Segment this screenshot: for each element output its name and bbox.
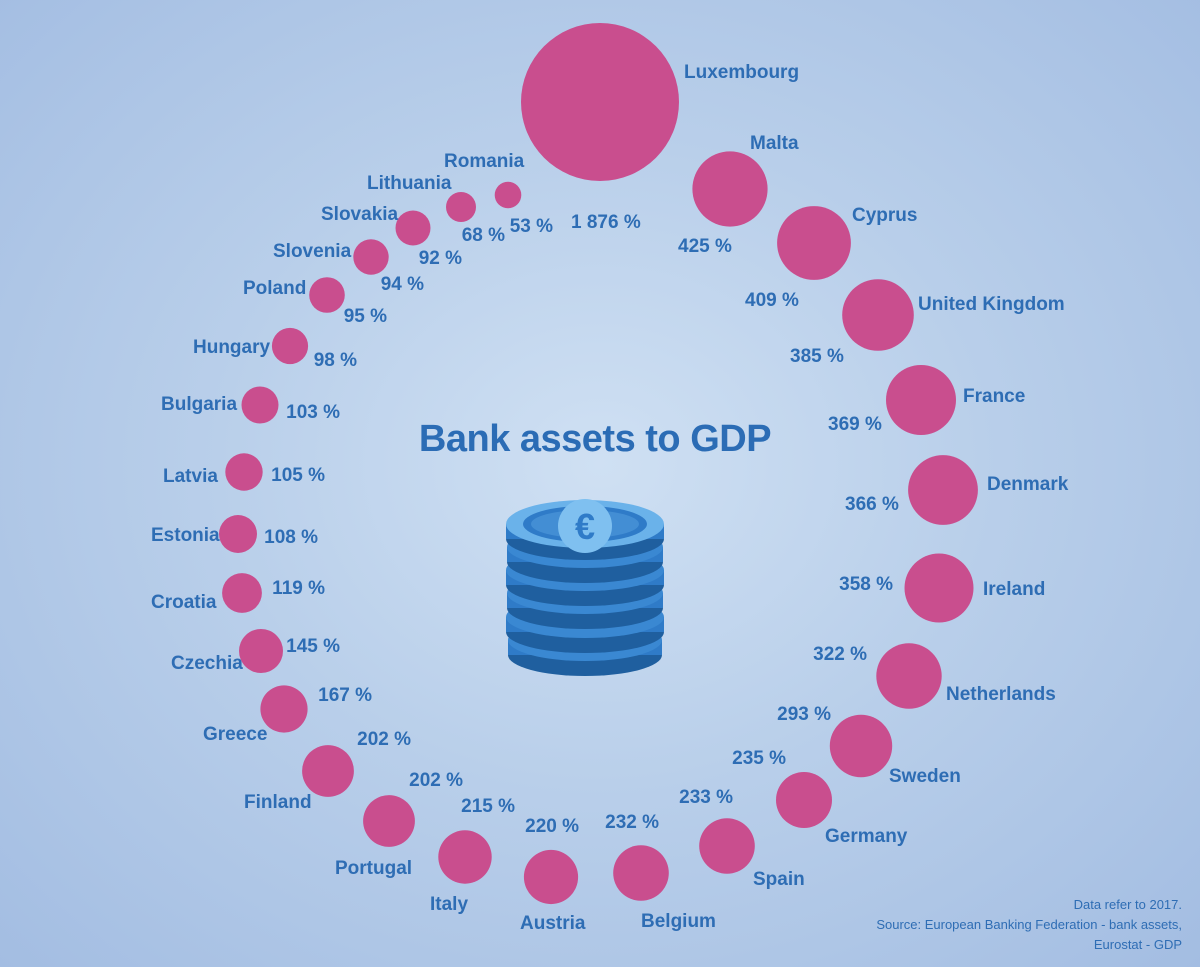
value-label: 220 % [525, 816, 579, 837]
country-label: Ireland [983, 579, 1045, 600]
footnote-source-2: Eurostat - GDP [1093, 937, 1182, 952]
value-label: 358 % [839, 574, 893, 595]
bubble-hungary [271, 327, 309, 365]
country-label: Latvia [163, 466, 218, 487]
bubble-malta [692, 151, 768, 227]
bubble-sweden [829, 714, 893, 778]
value-label: 68 % [462, 225, 505, 246]
bubble-slovakia [395, 210, 431, 246]
country-label: Finland [244, 792, 312, 813]
value-label: 385 % [790, 346, 844, 367]
value-label: 425 % [678, 236, 732, 257]
bubble-greece [260, 685, 308, 733]
bubble-cyprus [777, 206, 851, 280]
value-label: 202 % [357, 729, 411, 750]
value-label: 94 % [381, 274, 424, 295]
country-label: Estonia [151, 525, 220, 546]
bubble-austria [523, 849, 579, 905]
country-label: Italy [430, 894, 468, 915]
bubble-denmark [908, 455, 978, 525]
footnote-year: Data refer to 2017. [1073, 897, 1182, 912]
bubble-united-kingdom [842, 279, 914, 351]
country-label: Portugal [335, 858, 412, 879]
bubble-belgium [613, 845, 669, 901]
country-label: Lithuania [367, 173, 452, 194]
country-label: France [963, 386, 1025, 407]
value-label: 366 % [845, 494, 899, 515]
value-label: 232 % [605, 812, 659, 833]
bubble-estonia [219, 515, 257, 553]
bubble-spain [699, 818, 755, 874]
bubble-croatia [222, 573, 262, 613]
country-label: Austria [520, 913, 586, 934]
bubble-slovenia [353, 239, 389, 275]
bubble-luxembourg [521, 23, 679, 181]
value-label: 293 % [777, 704, 831, 725]
country-label: Spain [753, 869, 805, 890]
value-label: 145 % [286, 636, 340, 657]
value-label: 202 % [409, 770, 463, 791]
country-label: Cyprus [852, 205, 917, 226]
value-label: 322 % [813, 644, 867, 665]
value-label: 98 % [314, 350, 357, 371]
value-label: 167 % [318, 685, 372, 706]
country-label: Netherlands [946, 684, 1056, 705]
bubble-germany [776, 772, 832, 828]
value-label: 95 % [344, 306, 387, 327]
country-label: Bulgaria [161, 394, 237, 415]
bubble-netherlands [876, 643, 942, 709]
bubble-portugal [363, 795, 415, 847]
value-label: 369 % [828, 414, 882, 435]
value-label: 215 % [461, 796, 515, 817]
country-label: Belgium [641, 911, 716, 932]
country-label: Luxembourg [684, 62, 799, 83]
country-label: Hungary [193, 337, 271, 358]
value-label: 1 876 % [571, 212, 641, 233]
country-label: Croatia [151, 592, 217, 613]
bubble-finland [302, 745, 354, 797]
chart-title: Bank assets to GDP [418, 418, 772, 460]
value-label: 235 % [732, 748, 786, 769]
country-label: Czechia [171, 653, 243, 674]
footnote: Data refer to 2017. Source: European Ban… [876, 895, 1182, 955]
value-label: 119 % [272, 578, 325, 599]
bubble-italy [438, 830, 492, 884]
country-label: Slovenia [273, 241, 352, 262]
country-label: Sweden [889, 766, 961, 787]
value-label: 409 % [745, 290, 799, 311]
bubble-latvia [225, 453, 263, 491]
footnote-source: Source: European Banking Federation - ba… [876, 917, 1182, 932]
country-label: Poland [243, 278, 306, 299]
value-label: 233 % [679, 787, 733, 808]
country-label: United Kingdom [918, 294, 1065, 315]
value-label: 53 % [510, 216, 553, 237]
value-label: 92 % [419, 248, 462, 269]
value-label: 105 % [271, 465, 325, 486]
value-label: 103 % [286, 402, 340, 423]
country-label: Germany [825, 826, 908, 847]
bubble-romania [494, 181, 522, 209]
bubble-france [886, 365, 956, 435]
bubble-czechia [239, 629, 283, 673]
country-label: Malta [750, 133, 799, 154]
bubble-ireland [904, 553, 974, 623]
value-label: 108 % [264, 527, 318, 548]
country-label: Denmark [987, 474, 1069, 495]
country-label: Greece [203, 724, 267, 745]
bubble-lithuania [446, 192, 476, 222]
bubble-poland [309, 277, 345, 313]
bubble-bulgaria [241, 386, 279, 424]
country-label: Romania [444, 151, 525, 172]
country-label: Slovakia [321, 204, 399, 225]
svg-text:€: € [575, 506, 595, 547]
